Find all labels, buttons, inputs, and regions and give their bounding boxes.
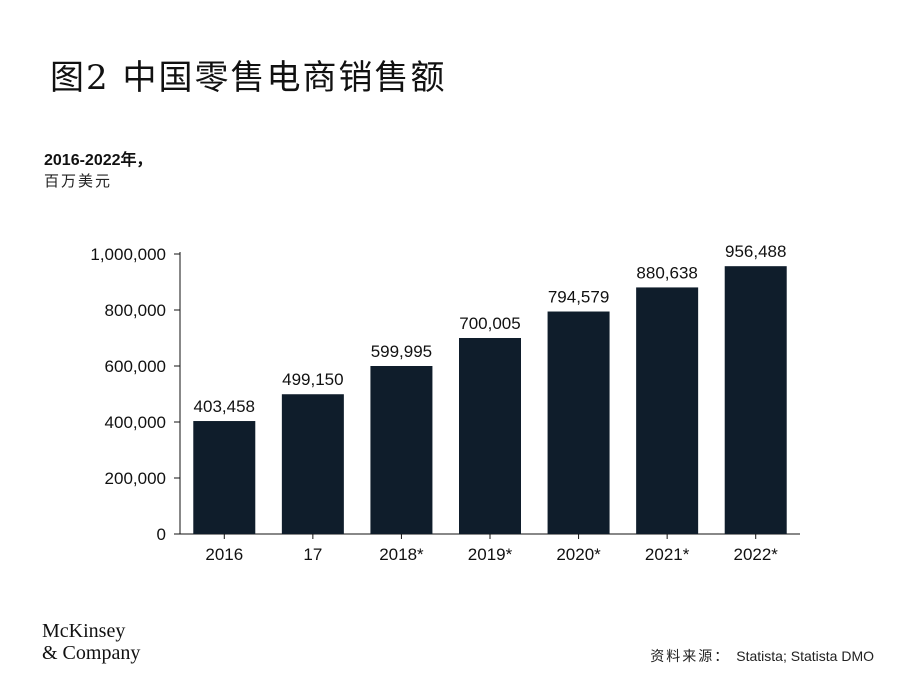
bar [636,287,699,534]
bar-value-label: 956,488 [725,242,786,261]
bar [547,311,610,534]
logo-line-1: McKinsey [42,620,126,642]
source-label: 资料来源： [650,649,731,665]
y-tick-label: 600,000 [105,357,166,376]
logo-line-2: & Company [42,642,141,664]
bar [370,366,433,534]
bar [724,266,787,534]
bar-value-label: 499,150 [282,370,343,389]
y-tick-label: 400,000 [105,413,166,432]
chart-unit-label: 百万美元 [44,172,113,190]
bar-value-label: 794,579 [548,288,609,307]
page-title: 图2 中国零售电商销售额 [50,58,447,98]
x-tick-label: 17 [303,545,322,564]
source-text: Statista; Statista DMO [736,648,874,664]
x-tick-label: 2019* [468,545,513,564]
y-tick-label: 200,000 [105,469,166,488]
bar-value-label: 880,638 [636,263,697,282]
x-tick-label: 2022* [733,545,778,564]
bar-value-label: 700,005 [459,314,520,333]
bar-value-label: 599,995 [371,342,432,361]
source-note: 资料来源： Statista; Statista DMO [650,646,874,666]
bar [281,394,344,534]
x-tick-label: 2021* [645,545,690,564]
x-tick-label: 2016 [205,545,243,564]
y-tick-label: 1,000,000 [90,245,166,264]
bar [459,337,521,534]
chart-subtitle: 2016-2022年， [44,152,153,169]
bar-value-label: 403,458 [194,397,255,416]
bar [193,421,256,534]
x-tick-label: 2020* [556,545,601,564]
x-tick-label: 2018* [379,545,424,564]
mckinsey-logo: McKinsey & Company [42,620,140,664]
y-tick-label: 800,000 [105,301,166,320]
y-tick-label: 0 [157,525,166,544]
